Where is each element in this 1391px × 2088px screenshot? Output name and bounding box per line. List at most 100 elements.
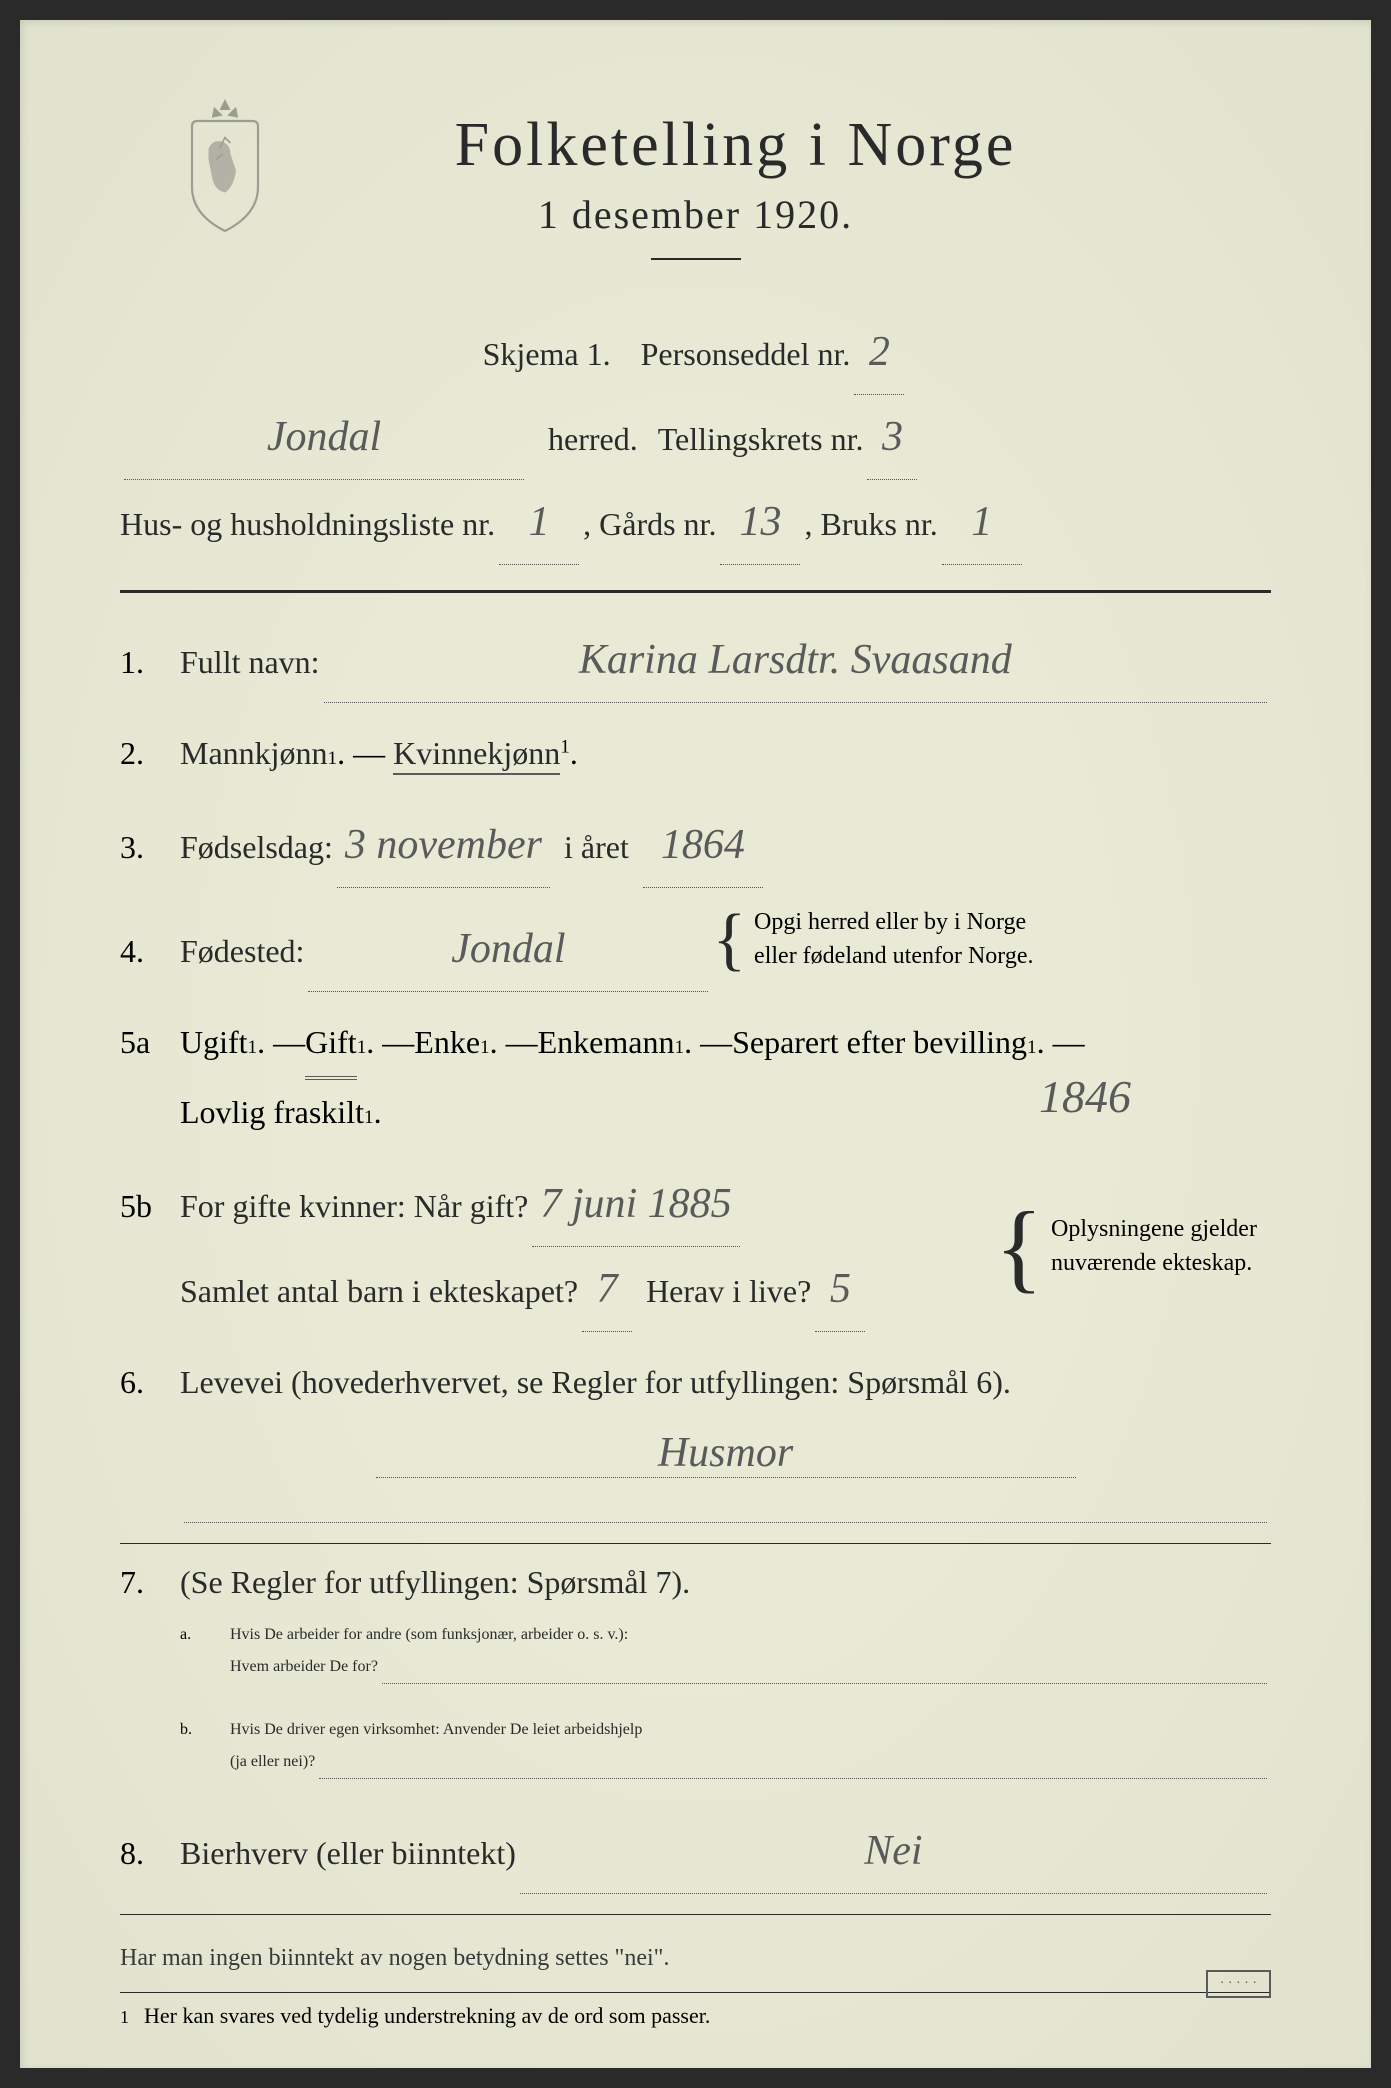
- divider-1: [120, 590, 1271, 593]
- q5b-alive-field: 5: [815, 1247, 865, 1332]
- bruks-label: , Bruks nr.: [804, 492, 937, 556]
- q5a-number: 5a: [120, 1024, 180, 1061]
- gards-field: 13: [720, 480, 800, 565]
- personseddel-value: 2: [861, 310, 898, 394]
- q7a-field: [382, 1651, 1267, 1684]
- q5a-fraskilt: Lovlig fraskilt: [180, 1080, 364, 1144]
- husliste-field: 1: [499, 480, 579, 565]
- question-7b: b. Hvis De driver egen virksomhet: Anven…: [180, 1714, 1271, 1779]
- skjema-label: Skjema 1.: [483, 322, 611, 386]
- coat-of-arms-icon: [170, 90, 280, 240]
- bruks-value: 1: [963, 480, 1000, 564]
- q3-label: Fødselsdag:: [180, 815, 333, 879]
- footnote-text: Her kan svares ved tydelig understreknin…: [144, 2003, 710, 2029]
- husliste-label: Hus- og husholdningsliste nr.: [120, 492, 495, 556]
- question-5a: 5a Ugift1. — Gift1. — Enke1. — Enkemann1…: [120, 1010, 1271, 1144]
- q1-field: Karina Larsdtr. Svaasand: [324, 618, 1267, 703]
- question-1: 1. Fullt navn: Karina Larsdtr. Svaasand: [120, 618, 1271, 703]
- q8-value: Nei: [856, 1809, 930, 1893]
- q5b-number: 5b: [120, 1188, 180, 1225]
- document-header: Folketelling i Norge 1 desember 1920.: [120, 110, 1271, 260]
- form-id-line-1: Skjema 1. Personseddel nr. 2: [120, 310, 1271, 395]
- census-document: Folketelling i Norge 1 desember 1920. Sk…: [20, 20, 1371, 2068]
- q3-day: 3 november: [337, 803, 550, 887]
- q6-label: Levevei (hovederhvervet, se Regler for u…: [180, 1350, 1011, 1414]
- divider-2: [120, 1543, 1271, 1544]
- footnote: 1 Her kan svares ved tydelig understrekn…: [120, 1992, 1271, 2029]
- q5a-separert: Separert efter bevilling: [732, 1010, 1027, 1074]
- question-7a: a. Hvis De arbeider for andre (som funks…: [180, 1619, 1271, 1684]
- question-4: 4. Fødested: Jondal { Opgi herred eller …: [120, 906, 1271, 992]
- q1-label: Fullt navn:: [180, 630, 320, 694]
- q5b-label2: Samlet antal barn i ekteskapet?: [180, 1259, 578, 1323]
- q6-number: 6.: [120, 1364, 180, 1401]
- q8-label: Bierhverv (eller biinntekt): [180, 1821, 516, 1885]
- q5a-ugift: Ugift: [180, 1010, 248, 1074]
- question-3: 3. Fødselsdag: 3 november i året 1864: [120, 803, 1271, 888]
- q2-number: 2.: [120, 735, 180, 772]
- q1-number: 1.: [120, 644, 180, 681]
- brace-icon: {: [712, 912, 746, 968]
- herred-value: Jondal: [259, 395, 389, 479]
- printer-stamp: · · · · ·: [1206, 1970, 1271, 1998]
- form-id-line-3: Hus- og husholdningsliste nr. 1 , Gårds …: [120, 480, 1271, 565]
- q4-number: 4.: [120, 933, 180, 970]
- q7b-text2: (ja eller nei)?: [230, 1746, 315, 1778]
- herred-field: Jondal: [124, 395, 524, 480]
- q4-value: Jondal: [443, 907, 573, 991]
- q7b-text1: Hvis De driver egen virksomhet: Anvender…: [230, 1714, 642, 1746]
- q7a-letter: a.: [180, 1626, 230, 1644]
- q3-year-label: i året: [564, 815, 629, 879]
- q7b-letter: b.: [180, 1721, 230, 1739]
- form-id-line-2: Jondal herred. Tellingskrets nr. 3: [120, 395, 1271, 480]
- q3-number: 3.: [120, 829, 180, 866]
- q5b-total: 7: [589, 1247, 626, 1331]
- q4-note-container: { Opgi herred eller by i Norge eller fød…: [712, 906, 1074, 973]
- q5b-when: 7 juni 1885: [532, 1162, 739, 1246]
- q3-year-field: 1864: [643, 803, 763, 888]
- question-8: 8. Bierhverv (eller biinntekt) Nei: [120, 1809, 1271, 1894]
- q5a-enke: Enke: [414, 1010, 480, 1074]
- q8-field: Nei: [520, 1809, 1267, 1894]
- question-2: 2. Mannkjønn1. — Kvinnekjønn1.: [120, 721, 1271, 785]
- q7a-text1: Hvis De arbeider for andre (som funksjon…: [230, 1619, 628, 1651]
- q5a-gift: Gift: [305, 1010, 357, 1080]
- q6-field: Husmor: [376, 1429, 1076, 1478]
- q5b-alive: 5: [822, 1247, 859, 1331]
- q5a-enkemann: Enkemann: [538, 1010, 675, 1074]
- question-6: 6. Levevei (hovederhvervet, se Regler fo…: [120, 1350, 1271, 1523]
- q2-kvinne: Kvinnekjønn: [393, 735, 560, 775]
- q4-label: Fødested:: [180, 919, 304, 983]
- herred-label: herred.: [548, 407, 638, 471]
- q4-note: Opgi herred eller by i Norge eller fødel…: [754, 906, 1074, 973]
- q6-value: Husmor: [650, 1429, 801, 1477]
- question-7: 7. (Se Regler for utfyllingen: Spørsmål …: [120, 1564, 1271, 1601]
- header-divider: [651, 258, 741, 260]
- q2-mann: Mannkjønn: [180, 721, 328, 785]
- divider-3: [120, 1914, 1271, 1915]
- q5b-note: Oplysningene gjelder nuværende ekteskap.: [1051, 1213, 1271, 1280]
- personseddel-label: Personseddel nr.: [641, 322, 851, 386]
- q3-day-field: 3 november: [337, 803, 550, 888]
- question-5b: 5b For gifte kvinner: Når gift? 7 juni 1…: [120, 1162, 1271, 1332]
- gards-label: , Gårds nr.: [583, 492, 716, 556]
- tellingskrets-value: 3: [874, 395, 911, 479]
- q5b-label1: For gifte kvinner: Når gift?: [180, 1174, 528, 1238]
- footnote-number: 1: [120, 2007, 129, 2028]
- margin-year: 1846: [1039, 1070, 1131, 1123]
- husliste-value: 1: [521, 480, 558, 564]
- tellingskrets-label: Tellingskrets nr.: [658, 407, 864, 471]
- personseddel-field: 2: [854, 310, 904, 395]
- q7-number: 7.: [120, 1564, 180, 1601]
- q3-year: 1864: [653, 803, 753, 887]
- q7-label: (Se Regler for utfyllingen: Spørsmål 7).: [180, 1564, 690, 1600]
- tellingskrets-field: 3: [867, 395, 917, 480]
- brace-icon: {: [995, 1207, 1043, 1287]
- q7b-field: [319, 1746, 1267, 1779]
- q4-field: Jondal: [308, 907, 708, 992]
- q1-value: Karina Larsdtr. Svaasand: [571, 618, 1020, 702]
- q7a-text2: Hvem arbeider De for?: [230, 1651, 378, 1683]
- footer-note: Har man ingen biinntekt av nogen betydni…: [120, 1945, 1271, 1972]
- q5b-when-field: 7 juni 1885: [532, 1162, 739, 1247]
- document-title: Folketelling i Norge: [200, 110, 1271, 181]
